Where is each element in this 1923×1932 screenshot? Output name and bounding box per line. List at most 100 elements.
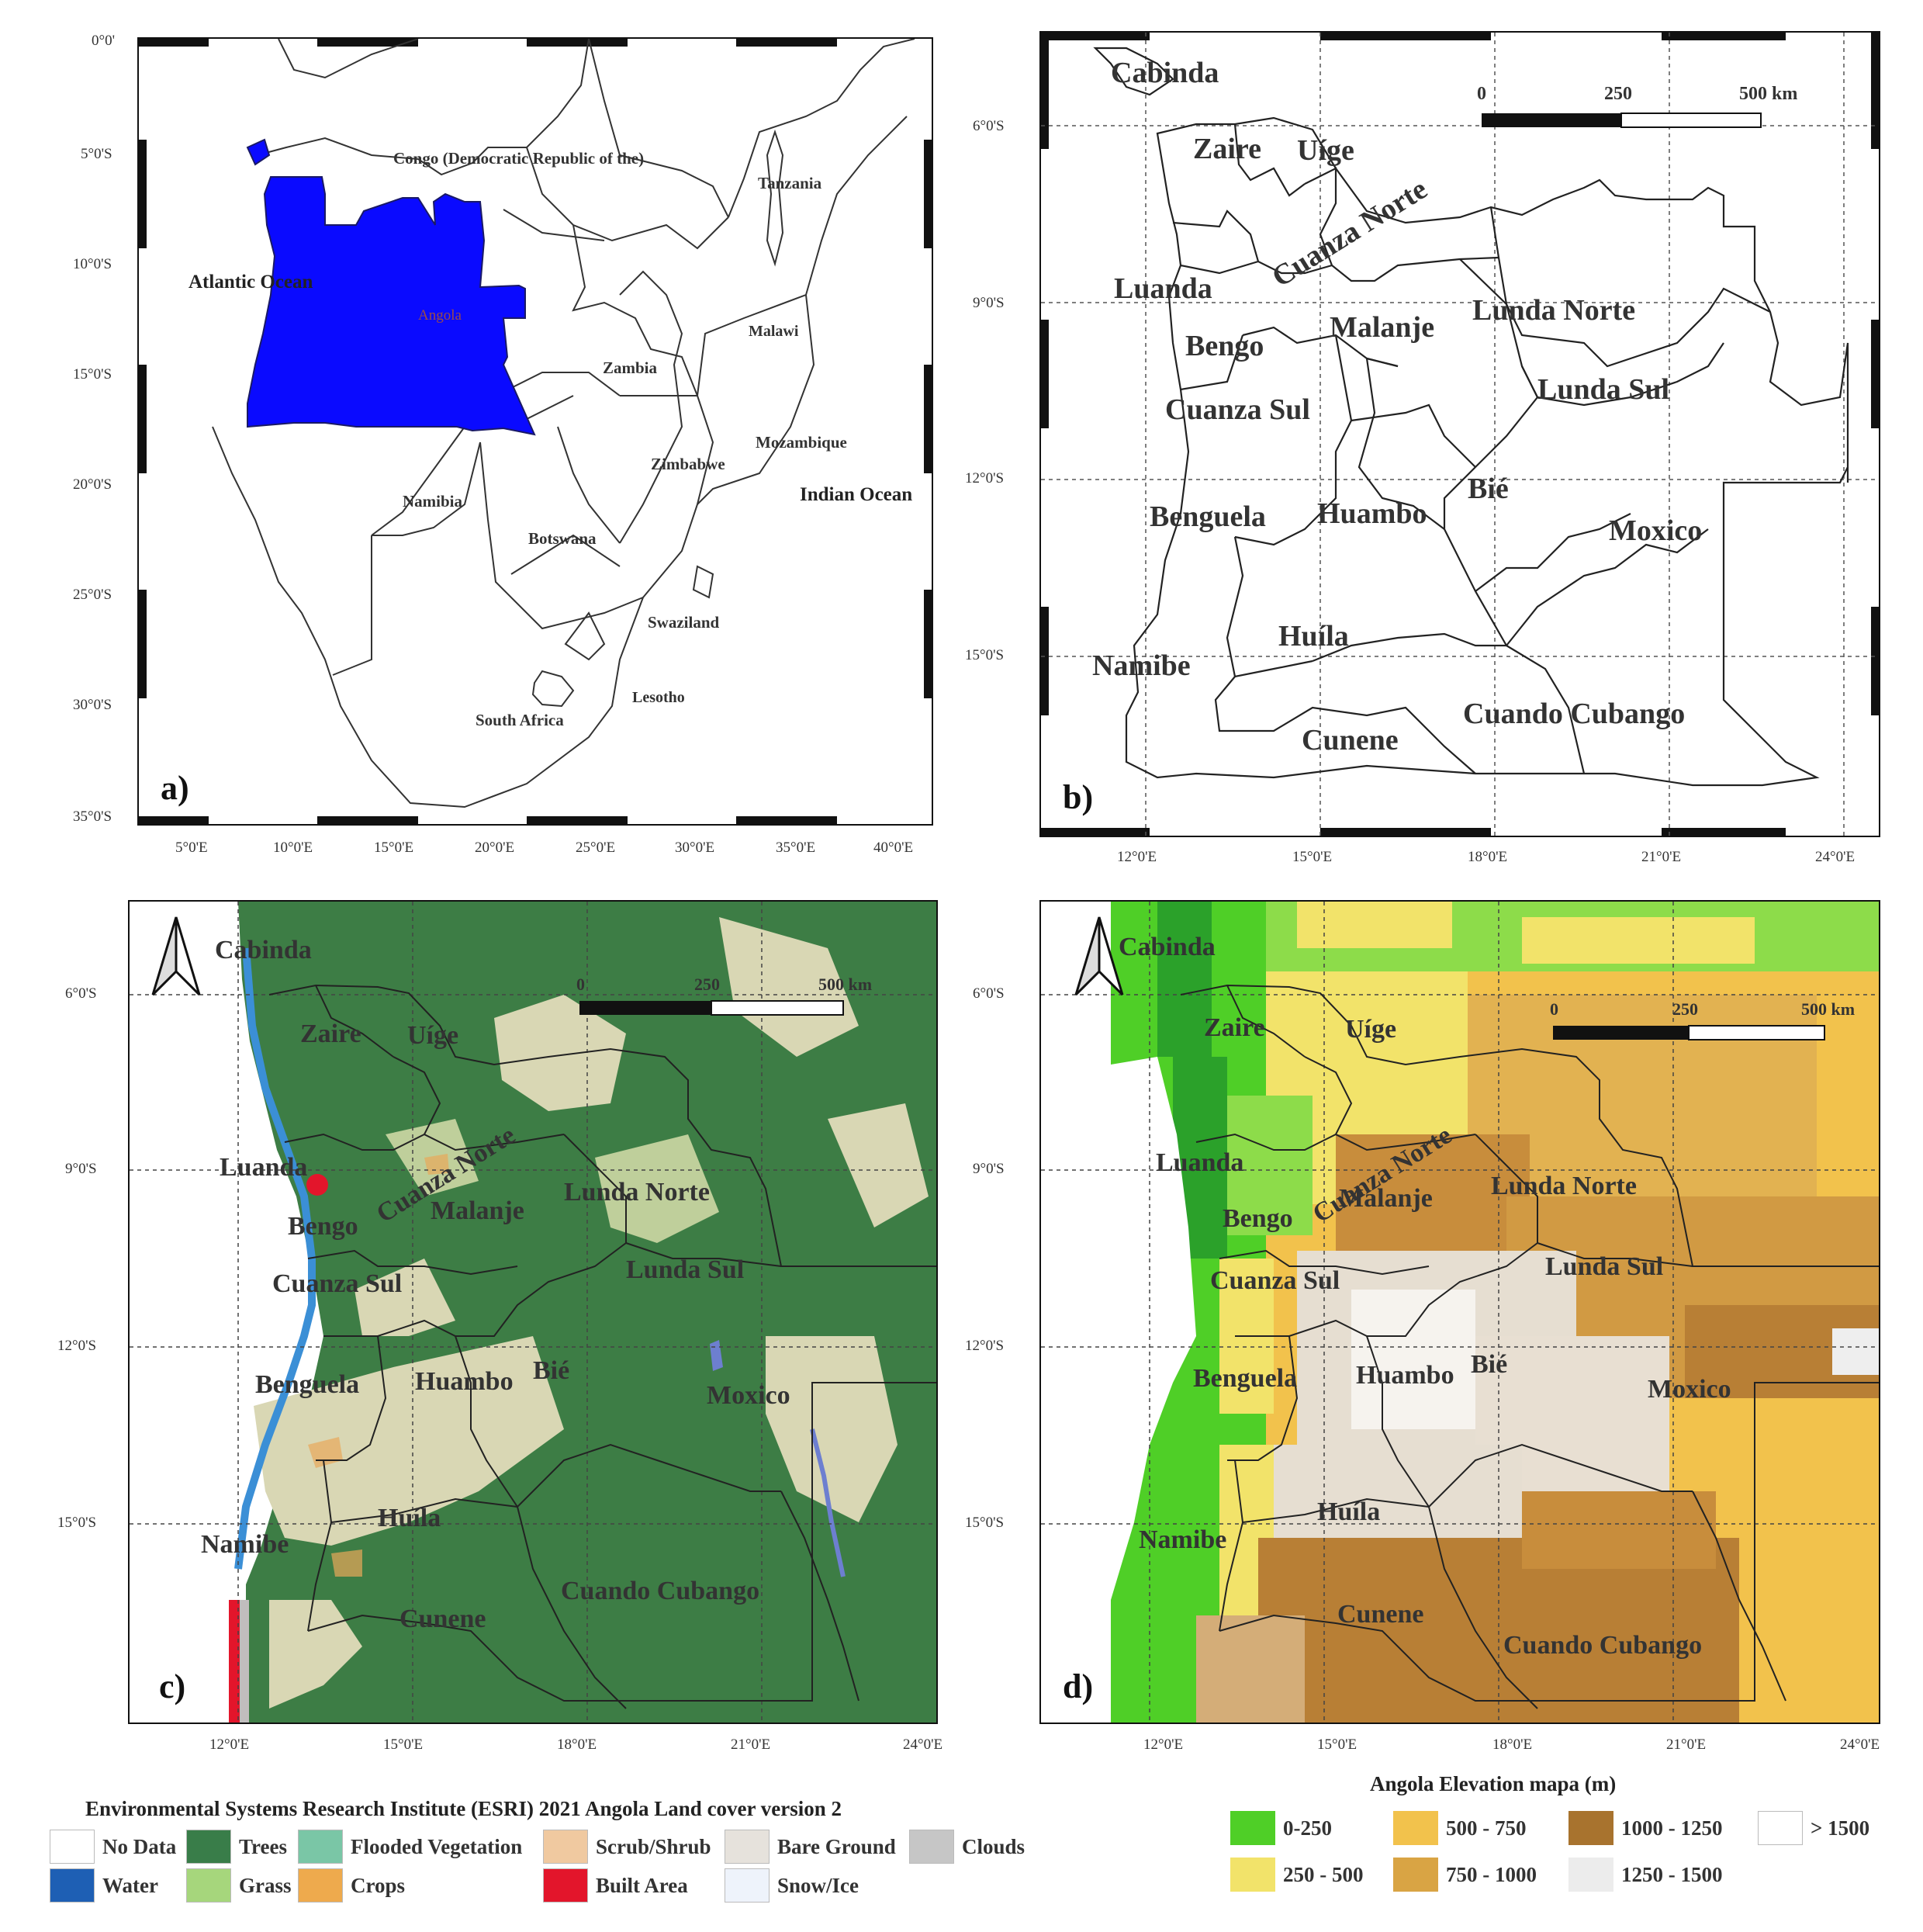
province-lunda-sul: Lunda Sul — [1545, 1252, 1664, 1281]
province-huila: Huíla — [1317, 1497, 1381, 1526]
province-huambo: Huambo — [415, 1367, 514, 1396]
lat-tick: 6°0'S — [65, 985, 97, 1002]
lat-tick: 15°0'S — [73, 366, 112, 383]
panel-d-map: Cabinda Zaire Uíge Luanda Cuanza Norte B… — [1039, 900, 1880, 1724]
province-cabinda: Cabinda — [1111, 57, 1219, 89]
legend-label: Scrub/Shrub — [596, 1834, 711, 1858]
legend-swatch — [1230, 1858, 1275, 1892]
province-bengo: Bengo — [288, 1212, 358, 1241]
province-huila: Huíla — [378, 1504, 441, 1532]
province-benguela: Benguela — [255, 1370, 360, 1399]
province-malanje: Malanje — [1330, 311, 1435, 344]
elevation-legend-item: 500 - 750 — [1393, 1811, 1527, 1845]
landcover-legend-item: Bare Ground — [725, 1830, 896, 1864]
scale-tick-500: 500 km — [818, 975, 873, 994]
landcover-legend-item: Clouds — [909, 1830, 1025, 1864]
lon-tick: 25°0'E — [576, 840, 616, 856]
panel-b-svg — [1041, 33, 1879, 836]
province-cuando-cubango: Cuando Cubango — [1463, 698, 1686, 730]
legend-label: Clouds — [962, 1834, 1025, 1858]
province-namibe: Namibe — [1092, 649, 1191, 682]
lon-tick: 18°0'E — [557, 1736, 597, 1753]
lat-tick: 20°0'S — [73, 476, 112, 493]
scale-tick-250: 250 — [1672, 999, 1698, 1019]
legend-swatch — [1758, 1811, 1803, 1845]
province-uige: Uíge — [407, 1021, 459, 1050]
lon-tick: 15°0'E — [1292, 849, 1333, 865]
legend-swatch — [186, 1868, 231, 1903]
panel-a: Congo (Democratic Republic of the) Tanza… — [0, 0, 954, 856]
legend-swatch — [298, 1868, 343, 1903]
province-cuanza-sul: Cuanza Sul — [1210, 1266, 1340, 1295]
province-moxico: Moxico — [1609, 514, 1703, 547]
landcover-legend-item: No Data — [50, 1830, 176, 1864]
lat-tick: 12°0'S — [57, 1338, 97, 1354]
lat-tick: 15°0'S — [57, 1515, 97, 1531]
legend-swatch — [543, 1830, 588, 1864]
legend-label: 1250 - 1500 — [1621, 1862, 1723, 1886]
lon-tick: 18°0'E — [1492, 1736, 1533, 1753]
elevation-legend-item: 250 - 500 — [1230, 1858, 1364, 1892]
legend-label: Water — [102, 1873, 158, 1897]
province-lunda-norte: Lunda Norte — [1491, 1172, 1637, 1200]
legend-label: Snow/Ice — [777, 1873, 859, 1897]
lat-tick: 9°0'S — [65, 1161, 97, 1177]
legend-label: 0-250 — [1283, 1816, 1332, 1840]
landcover-legend-item: Snow/Ice — [725, 1868, 859, 1903]
panel-a-label: a) — [161, 769, 189, 807]
lon-tick: 21°0'E — [1666, 1736, 1707, 1753]
label-mozambique: Mozambique — [756, 433, 847, 452]
legend-label: 1000 - 1250 — [1621, 1816, 1723, 1840]
province-lunda-norte: Lunda Norte — [1472, 294, 1636, 327]
panel-b-label: b) — [1063, 778, 1094, 816]
legend-swatch — [725, 1868, 770, 1903]
legend-label: 250 - 500 — [1283, 1862, 1364, 1886]
landcover-legend-item: Built Area — [543, 1868, 688, 1903]
landcover-legend-item: Grass — [186, 1868, 292, 1903]
lon-tick: 18°0'E — [1468, 849, 1508, 865]
lon-tick: 10°0'E — [273, 840, 313, 856]
province-benguela: Benguela — [1193, 1364, 1298, 1393]
province-moxico: Moxico — [707, 1381, 790, 1410]
province-cunene: Cunene — [1302, 724, 1399, 757]
province-namibe: Namibe — [1139, 1525, 1227, 1554]
province-huambo: Huambo — [1356, 1361, 1454, 1390]
province-uige: Uíge — [1345, 1015, 1397, 1044]
province-cabinda: Cabinda — [1119, 933, 1216, 961]
legend-swatch — [50, 1868, 95, 1903]
lat-tick: 30°0'S — [73, 697, 112, 713]
province-cunene: Cunene — [1337, 1600, 1424, 1629]
legend-label: Built Area — [596, 1873, 688, 1897]
lat-tick: 15°0'S — [965, 647, 1005, 663]
province-zaire: Zaire — [300, 1020, 361, 1048]
panel-b-map: Cabinda Zaire Uíge Luanda Cuanza Norte B… — [1039, 31, 1880, 837]
legend-label: 750 - 1000 — [1446, 1862, 1537, 1886]
legend-label: > 1500 — [1811, 1816, 1870, 1840]
province-moxico: Moxico — [1648, 1375, 1731, 1404]
elevation-legend-item: 0-250 — [1230, 1811, 1332, 1845]
lat-tick: 15°0'S — [965, 1515, 1005, 1531]
province-cuanza-sul: Cuanza Sul — [272, 1269, 403, 1298]
lon-tick: 15°0'E — [383, 1736, 424, 1753]
lon-tick: 24°0'E — [1840, 1736, 1880, 1753]
landcover-legend-item: Flooded Vegetation — [298, 1830, 522, 1864]
lon-tick: 5°0'E — [175, 840, 208, 856]
province-cunene: Cunene — [399, 1605, 486, 1633]
panel-d: Cabinda Zaire Uíge Luanda Cuanza Norte B… — [954, 885, 1923, 1769]
lon-tick: 12°0'E — [1143, 1736, 1184, 1753]
legend-label: 500 - 750 — [1446, 1816, 1527, 1840]
lat-tick: 9°0'S — [973, 1161, 1005, 1177]
lat-tick: 25°0'S — [73, 587, 112, 603]
legend-swatch — [298, 1830, 343, 1864]
province-zaire: Zaire — [1204, 1013, 1265, 1042]
legend-label: Trees — [239, 1834, 287, 1858]
province-huambo: Huambo — [1317, 497, 1427, 530]
panel-a-svg — [139, 39, 932, 824]
legend-swatch — [1230, 1811, 1275, 1845]
legend-swatch — [186, 1830, 231, 1864]
province-bengo: Bengo — [1223, 1204, 1293, 1233]
elevation-legend-item: 750 - 1000 — [1393, 1858, 1537, 1892]
landcover-legend-item: Scrub/Shrub — [543, 1830, 711, 1864]
lon-tick: 30°0'E — [675, 840, 715, 856]
north-arrow-icon — [151, 916, 201, 996]
